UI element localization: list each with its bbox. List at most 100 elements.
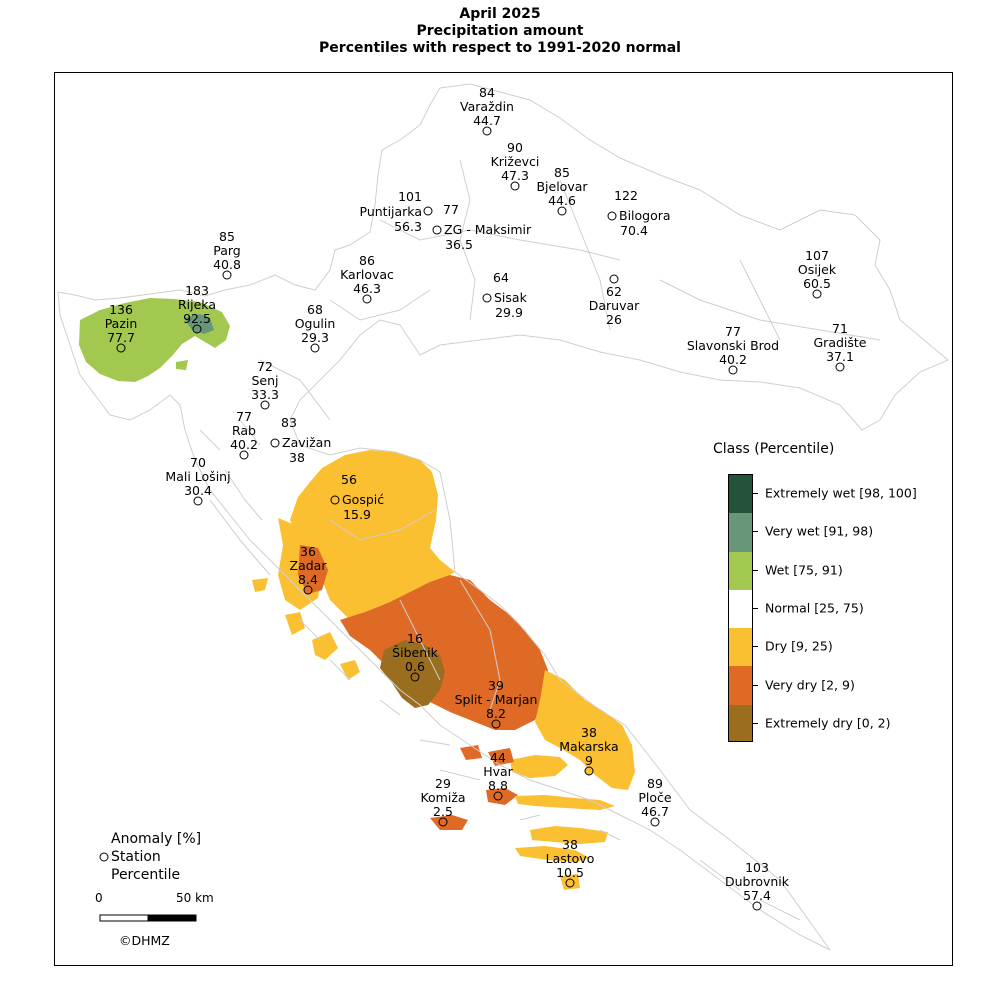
station-anomaly: 89 [647, 776, 663, 791]
station-anomaly: 85 [554, 165, 570, 180]
county-border-7 [329, 509, 436, 541]
county-border-2 [459, 159, 476, 321]
station-name: Slavonski Brod [687, 338, 779, 353]
legend-tick [753, 684, 758, 686]
scale-bar-start: 0 [95, 891, 103, 905]
dry-area-hvar-east [515, 795, 615, 810]
legend-class-label: Extremely wet [98, 100] [765, 485, 917, 501]
station-anomaly: 77 [443, 202, 459, 217]
legend-tick [753, 531, 758, 533]
station-percentile: 26 [606, 312, 622, 327]
station-percentile: 10.5 [556, 865, 584, 880]
station-anomaly: 86 [359, 253, 375, 268]
station-key: Anomaly [%] Station Percentile [111, 830, 201, 884]
legend-swatch [729, 704, 752, 741]
legend-swatch [729, 513, 752, 552]
station-marker [584, 766, 594, 776]
station-name: Puntijarka [360, 204, 423, 219]
station-marker [650, 817, 660, 827]
station-anomaly: 56 [341, 472, 357, 487]
county-border-4 [659, 279, 881, 341]
station-name: Križevci [491, 154, 540, 169]
station-marker [835, 362, 845, 372]
title-line-1: April 2025 [459, 6, 541, 22]
county-border-3 [559, 179, 611, 331]
station-key-anomaly: Anomaly [%] [111, 831, 202, 847]
station-marker [193, 496, 203, 506]
station-name: Gradište [814, 335, 867, 350]
station-marker [565, 878, 575, 888]
station-name: Zadar [290, 558, 328, 573]
very-dry-area-hvar [460, 745, 518, 805]
legend-tick [753, 569, 758, 571]
station-anomaly: 136 [109, 302, 133, 317]
station-anomaly: 71 [832, 321, 848, 336]
station-key-station: Station [111, 849, 161, 865]
station-anomaly: 83 [281, 415, 297, 430]
station-percentile: 44.6 [548, 193, 576, 208]
station-anomaly: 103 [745, 860, 769, 875]
station-marker [493, 791, 503, 801]
station-anomaly: 77 [236, 409, 252, 424]
title-line-3: Percentiles with respect to 1991-2020 no… [319, 40, 681, 56]
dry-area-lika [290, 450, 455, 618]
station-marker [303, 585, 313, 595]
station-name: Senj [251, 373, 278, 388]
station-anomaly: 77 [725, 324, 741, 339]
station-name: Šibenik [392, 645, 438, 660]
station-name: Zavižan [282, 435, 331, 450]
station-marker [330, 495, 340, 505]
station-percentile: 30.4 [184, 483, 212, 498]
station-percentile: 57.4 [743, 888, 771, 903]
legend-swatch [729, 551, 752, 590]
legend-swatch [729, 628, 752, 667]
station-key-percentile: Percentile [111, 867, 181, 883]
station-key-marker [99, 852, 109, 862]
station-percentile: 29.3 [301, 330, 329, 345]
station-marker [752, 901, 762, 911]
station-marker [438, 817, 448, 827]
station-percentile: 92.5 [183, 311, 211, 326]
station-percentile: 46.7 [641, 804, 669, 819]
station-percentile: 60.5 [803, 276, 831, 291]
station-name: Mali Lošinj [165, 469, 230, 484]
station-marker [192, 324, 202, 334]
station-marker [482, 293, 492, 303]
station-anomaly: 16 [407, 631, 423, 646]
station-percentile: 40.8 [213, 257, 241, 272]
station-anomaly: 68 [307, 302, 323, 317]
legend-swatch [729, 475, 752, 514]
station-marker [557, 206, 567, 216]
station-percentile: 2.5 [433, 804, 453, 819]
station-name: ZG - Maksimir [444, 222, 532, 237]
legend-tick [753, 646, 758, 648]
station-anomaly: 62 [606, 284, 622, 299]
administrative-borders [57, 83, 949, 951]
station-name: Parg [213, 243, 241, 258]
station-name: Pazin [105, 316, 138, 331]
title-line-2: Precipitation amount [416, 23, 584, 39]
station-name: Varaždin [460, 99, 514, 114]
station-percentile: 56.3 [394, 219, 422, 234]
legend-title: Class (Percentile) [713, 441, 835, 457]
station-anomaly: 44 [490, 750, 506, 765]
county-border-6 [259, 359, 331, 421]
scale-bar [99, 914, 197, 922]
